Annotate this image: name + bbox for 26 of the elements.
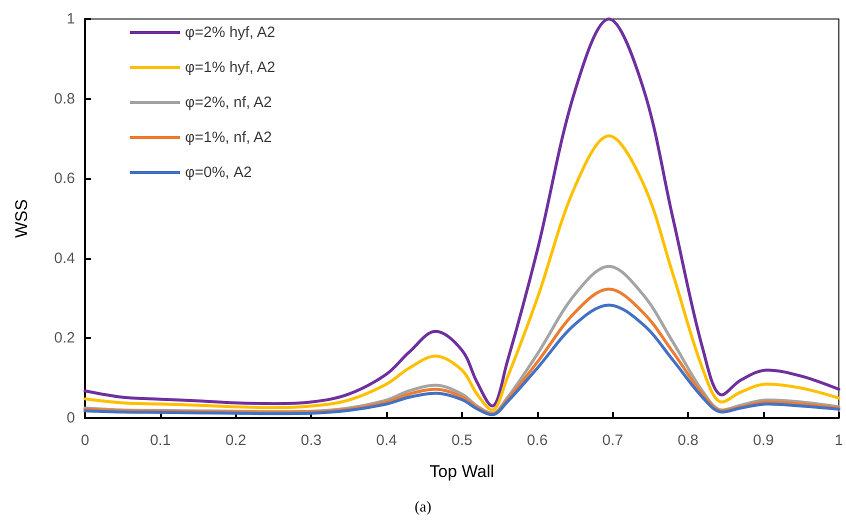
line-series	[84, 18, 840, 408]
x-axis-title: Top Wall	[430, 462, 494, 481]
y-tick-label: 0	[66, 410, 75, 426]
y-tick-label: 0.4	[54, 250, 75, 267]
x-tick-label: 0.6	[526, 432, 548, 449]
x-tick-label: 0.2	[225, 432, 246, 449]
x-tick-label: 0.8	[678, 432, 698, 449]
x-tick-label: 0.4	[376, 432, 397, 449]
legend-label: φ=2%, nf, A2	[185, 94, 272, 111]
legend-label: φ=0%, A2	[185, 164, 252, 181]
x-tick-label: 1	[834, 432, 843, 449]
y-tick-label: 0.2	[54, 330, 75, 347]
legend-label: φ=1%, nf, A2	[185, 129, 272, 146]
y-tick-label: 0.8	[54, 90, 75, 108]
x-tick-label: 0.5	[451, 432, 472, 449]
text: (a)	[414, 500, 432, 516]
y-tick-label: 1	[66, 10, 75, 28]
legend-label: φ=1% hyf, A2	[185, 59, 276, 76]
y-tick-label: 0.6	[54, 170, 75, 188]
x-tick-label: 0.1	[150, 432, 171, 449]
x-tick-label: 0.7	[602, 432, 624, 449]
x-tick-label: 0.9	[753, 432, 774, 449]
y-axis-title: WSS	[12, 199, 31, 238]
legend-label: φ=2% hyf, A2	[185, 24, 276, 41]
x-tick-label: 0.3	[300, 432, 322, 449]
x-tick-label: 0	[80, 432, 90, 449]
